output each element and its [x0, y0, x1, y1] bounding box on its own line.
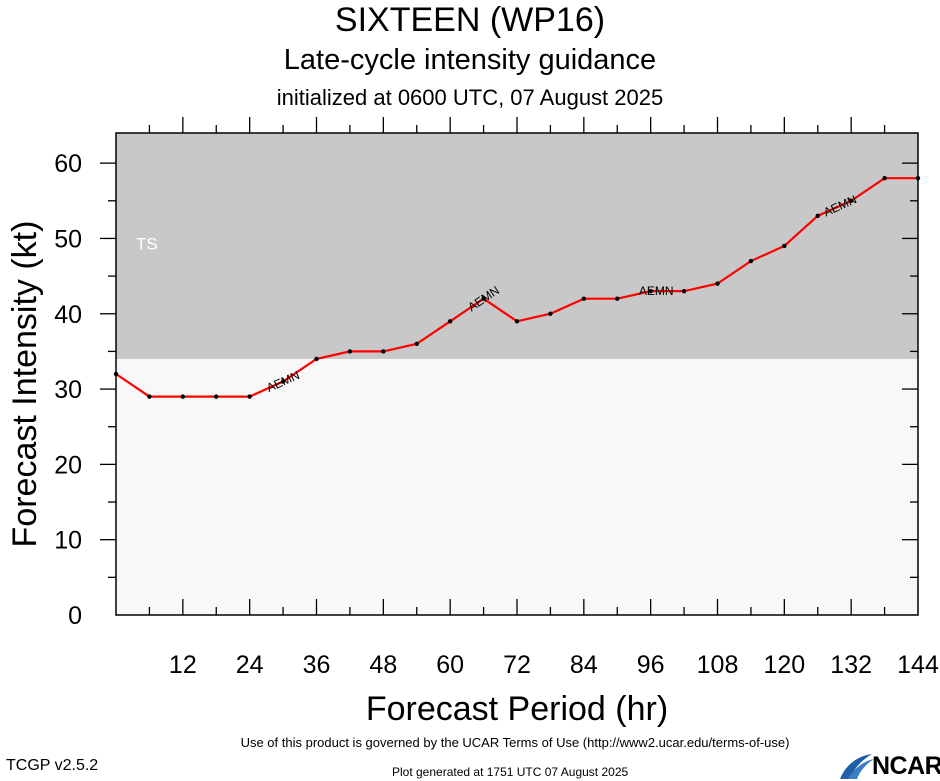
terms-of-use: Use of this product is governed by the U… — [240, 735, 790, 750]
x-tick-label: 84 — [570, 651, 598, 679]
data-point — [113, 371, 119, 377]
data-point — [882, 175, 887, 181]
data-point — [314, 356, 319, 362]
band-0 — [116, 358, 918, 615]
x-tick-label: 144 — [897, 651, 939, 679]
x-tick-label: 60 — [436, 651, 464, 679]
data-point — [681, 288, 687, 294]
x-tick-label: 132 — [830, 651, 872, 679]
y-tick-label: 30 — [54, 376, 82, 404]
band-label-ts: TS — [136, 235, 158, 254]
x-tick-label: 12 — [169, 651, 197, 679]
data-point — [915, 175, 921, 181]
x-tick-label: 72 — [503, 651, 531, 679]
data-point — [414, 341, 419, 347]
version-label: TCGP v2.5.2 — [6, 757, 99, 774]
intensity-chart: TS 12 24 36 48 60 72 84 96 108 120 132 144 0 10 20 30 40 5… — [6, 117, 939, 728]
x-tick-label: 96 — [637, 651, 665, 679]
data-point — [715, 281, 720, 286]
series-label: AEMN — [639, 284, 674, 298]
y-tick-label: 0 — [68, 602, 82, 630]
ncar-logo-icon — [840, 754, 874, 779]
data-point — [381, 349, 386, 354]
x-tick-label: 48 — [369, 651, 397, 679]
y-tick-label: 20 — [54, 451, 82, 479]
data-point — [280, 379, 286, 384]
data-point — [447, 319, 453, 324]
data-point — [815, 213, 820, 219]
data-point — [147, 394, 152, 399]
chart-subtitle: Late-cycle intensity guidance — [283, 44, 657, 76]
data-point — [481, 296, 486, 301]
y-tick-label: 40 — [54, 301, 82, 329]
data-point — [648, 288, 653, 294]
plot-generated: Plot generated at 1751 UTC 07 August 202… — [392, 765, 629, 779]
x-tick-label: 108 — [697, 651, 739, 679]
x-tick-label: 36 — [303, 651, 331, 679]
data-point — [581, 296, 587, 301]
y-tick-label: 10 — [54, 527, 82, 555]
init-time: initialized at 0600 UTC, 07 August 2025 — [276, 85, 664, 110]
data-point — [214, 394, 219, 399]
band-1 — [116, 133, 918, 359]
x-axis-label: Forecast Period (hr) — [366, 690, 668, 728]
y-tick-label: 50 — [54, 225, 82, 253]
data-point — [347, 349, 353, 354]
ncar-logo-text: NCAR — [872, 752, 940, 780]
data-point — [247, 394, 252, 399]
data-point — [180, 394, 186, 399]
chart-title: SIXTEEN (WP16) — [334, 1, 606, 39]
data-point — [548, 311, 553, 316]
data-point — [782, 243, 787, 249]
data-point — [615, 296, 620, 301]
data-point — [848, 198, 854, 203]
x-tick-label: 24 — [236, 651, 264, 679]
data-point — [748, 258, 754, 264]
y-axis-label: Forecast Intensity (kt) — [6, 221, 44, 548]
x-tick-label: 120 — [763, 651, 805, 679]
data-point — [514, 319, 520, 324]
y-tick-label: 60 — [54, 150, 82, 178]
